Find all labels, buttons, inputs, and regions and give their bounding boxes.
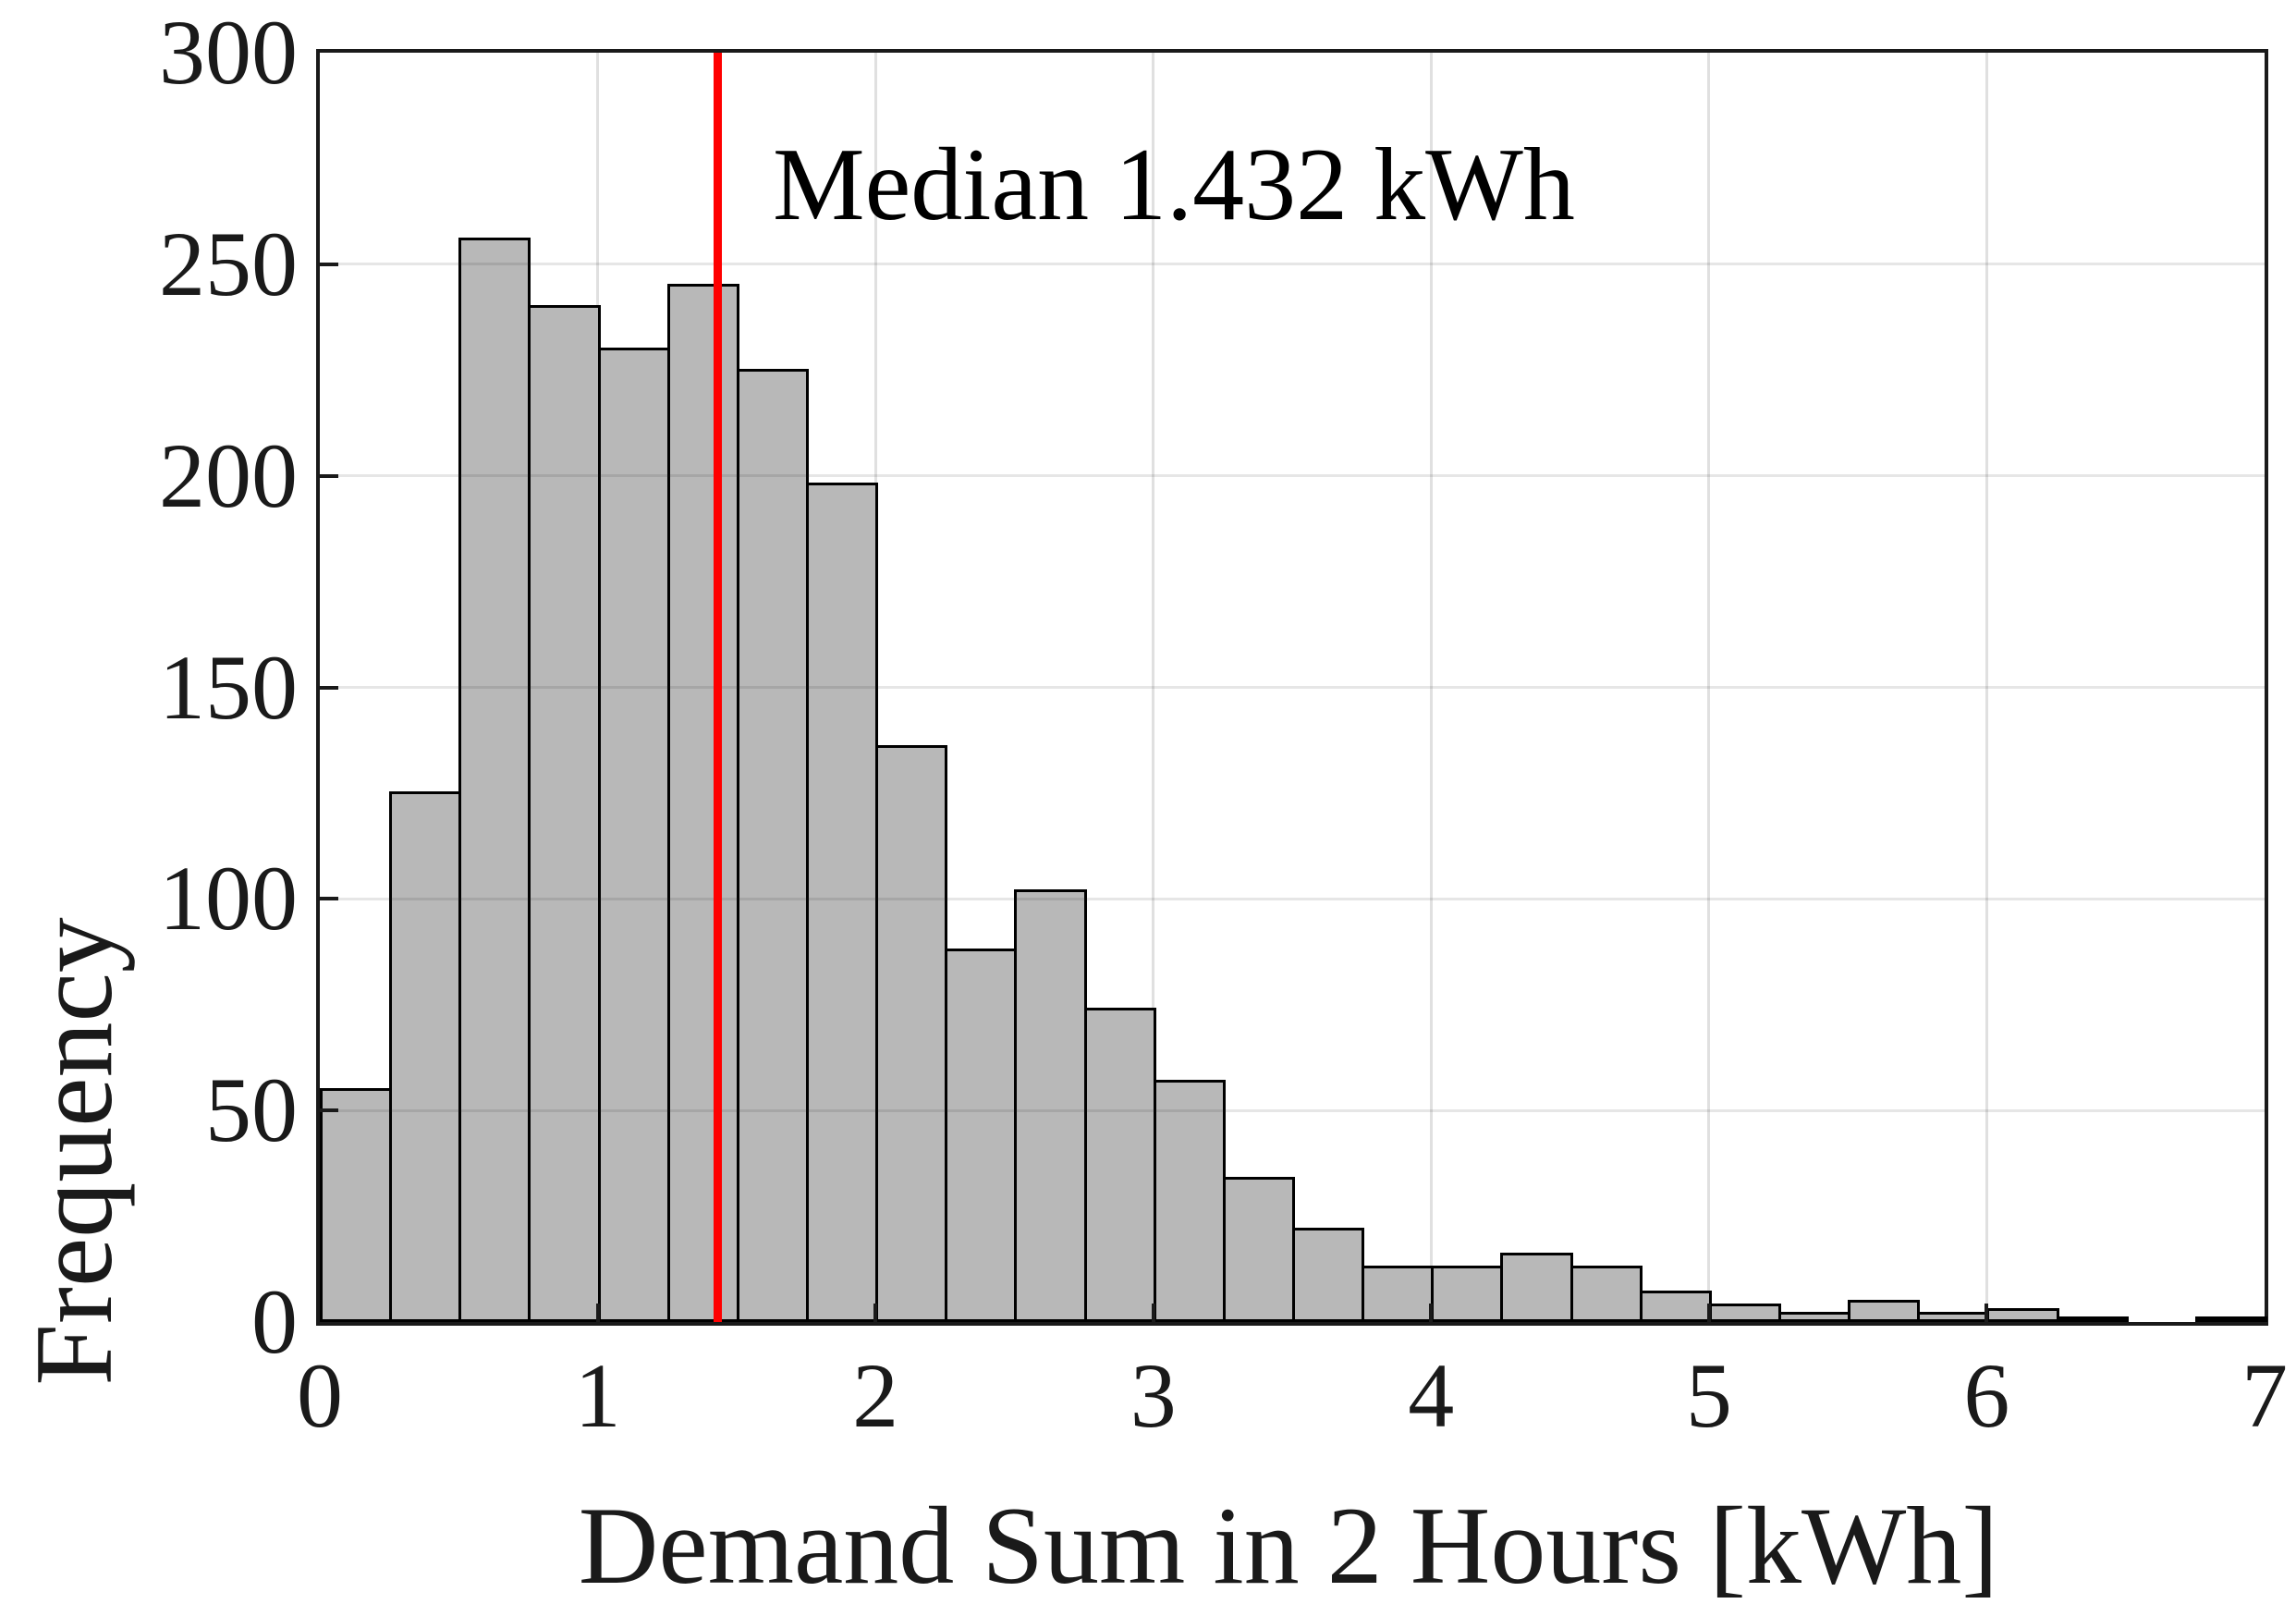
x-tick-mark: [595, 1304, 600, 1322]
y-tick-label: 50: [205, 1059, 298, 1162]
x-axis-label: Demand Sum in 2 Hours [kWh]: [578, 1484, 1999, 1607]
y-tick-label: 150: [159, 635, 298, 739]
histogram-bar: [2056, 1316, 2129, 1322]
histogram-bar: [1917, 1312, 1990, 1322]
x-tick-mark: [1429, 1304, 1434, 1322]
x-tick-label: 5: [1685, 1344, 1732, 1447]
vertical-gridline: [1429, 53, 1433, 1322]
histogram-bar: [1639, 1291, 1712, 1322]
x-tick-label: 0: [297, 1344, 343, 1447]
horizontal-gridline: [320, 263, 2265, 266]
y-tick-mark: [320, 262, 338, 266]
histogram-bar: [1778, 1312, 1851, 1322]
histogram-bar: [320, 1087, 393, 1322]
histogram-bar: [597, 347, 670, 1322]
x-tick-mark: [1706, 1304, 1711, 1322]
histogram-bar: [1083, 1007, 1156, 1322]
histogram-bar: [389, 791, 462, 1322]
median-line: [713, 53, 722, 1322]
horizontal-gridline: [320, 1108, 2265, 1112]
y-tick-label: 300: [159, 1, 298, 104]
plot-area: Median 1.432 kWh: [316, 49, 2268, 1326]
histogram-bar: [1014, 888, 1087, 1322]
histogram-bar: [666, 284, 739, 1322]
histogram-bar: [1569, 1266, 1643, 1322]
histogram-bar: [736, 368, 809, 1322]
vertical-gridline: [1152, 53, 1155, 1322]
histogram-bar: [945, 948, 1018, 1322]
y-tick-label: 100: [159, 847, 298, 950]
x-tick-mark: [1985, 1304, 1989, 1322]
horizontal-gridline: [320, 474, 2265, 478]
histogram-bar: [458, 237, 531, 1322]
histogram-bar: [1986, 1307, 2059, 1322]
x-tick-mark: [1151, 1304, 1155, 1322]
vertical-gridline: [1707, 53, 1711, 1322]
y-tick-mark: [320, 897, 338, 901]
y-axis-label: Frequency: [12, 917, 135, 1386]
histogram-bar: [1431, 1266, 1504, 1322]
horizontal-gridline: [320, 897, 2265, 900]
x-tick-mark: [873, 1304, 878, 1322]
histogram-bar: [528, 305, 601, 1322]
x-tick-label: 6: [1963, 1344, 2010, 1447]
x-tick-label: 3: [1130, 1344, 1177, 1447]
histogram-bar: [1848, 1299, 1921, 1322]
histogram-bar: [1153, 1079, 1226, 1322]
y-tick-label: 200: [159, 423, 298, 527]
y-tick-label: 250: [159, 212, 298, 315]
horizontal-gridline: [320, 686, 2265, 689]
x-tick-label: 7: [2241, 1344, 2288, 1447]
histogram-bar: [2194, 1316, 2267, 1322]
x-tick-label: 2: [852, 1344, 899, 1447]
histogram-bar: [806, 483, 879, 1322]
y-tick-mark: [320, 685, 338, 690]
x-tick-label: 1: [574, 1344, 621, 1447]
vertical-gridline: [1985, 53, 1988, 1322]
y-tick-label: 0: [251, 1270, 298, 1373]
histogram-bar: [1500, 1253, 1573, 1322]
x-tick-label: 4: [1408, 1344, 1455, 1447]
y-tick-mark: [320, 473, 338, 478]
histogram-bar: [1362, 1266, 1435, 1322]
histogram-bar: [875, 745, 948, 1322]
histogram-bar: [1708, 1304, 1781, 1322]
median-annotation: Median 1.432 kWh: [773, 128, 1575, 242]
y-tick-mark: [320, 1108, 338, 1113]
histogram-bar: [1222, 1176, 1295, 1322]
histogram-bar: [1292, 1227, 1365, 1322]
